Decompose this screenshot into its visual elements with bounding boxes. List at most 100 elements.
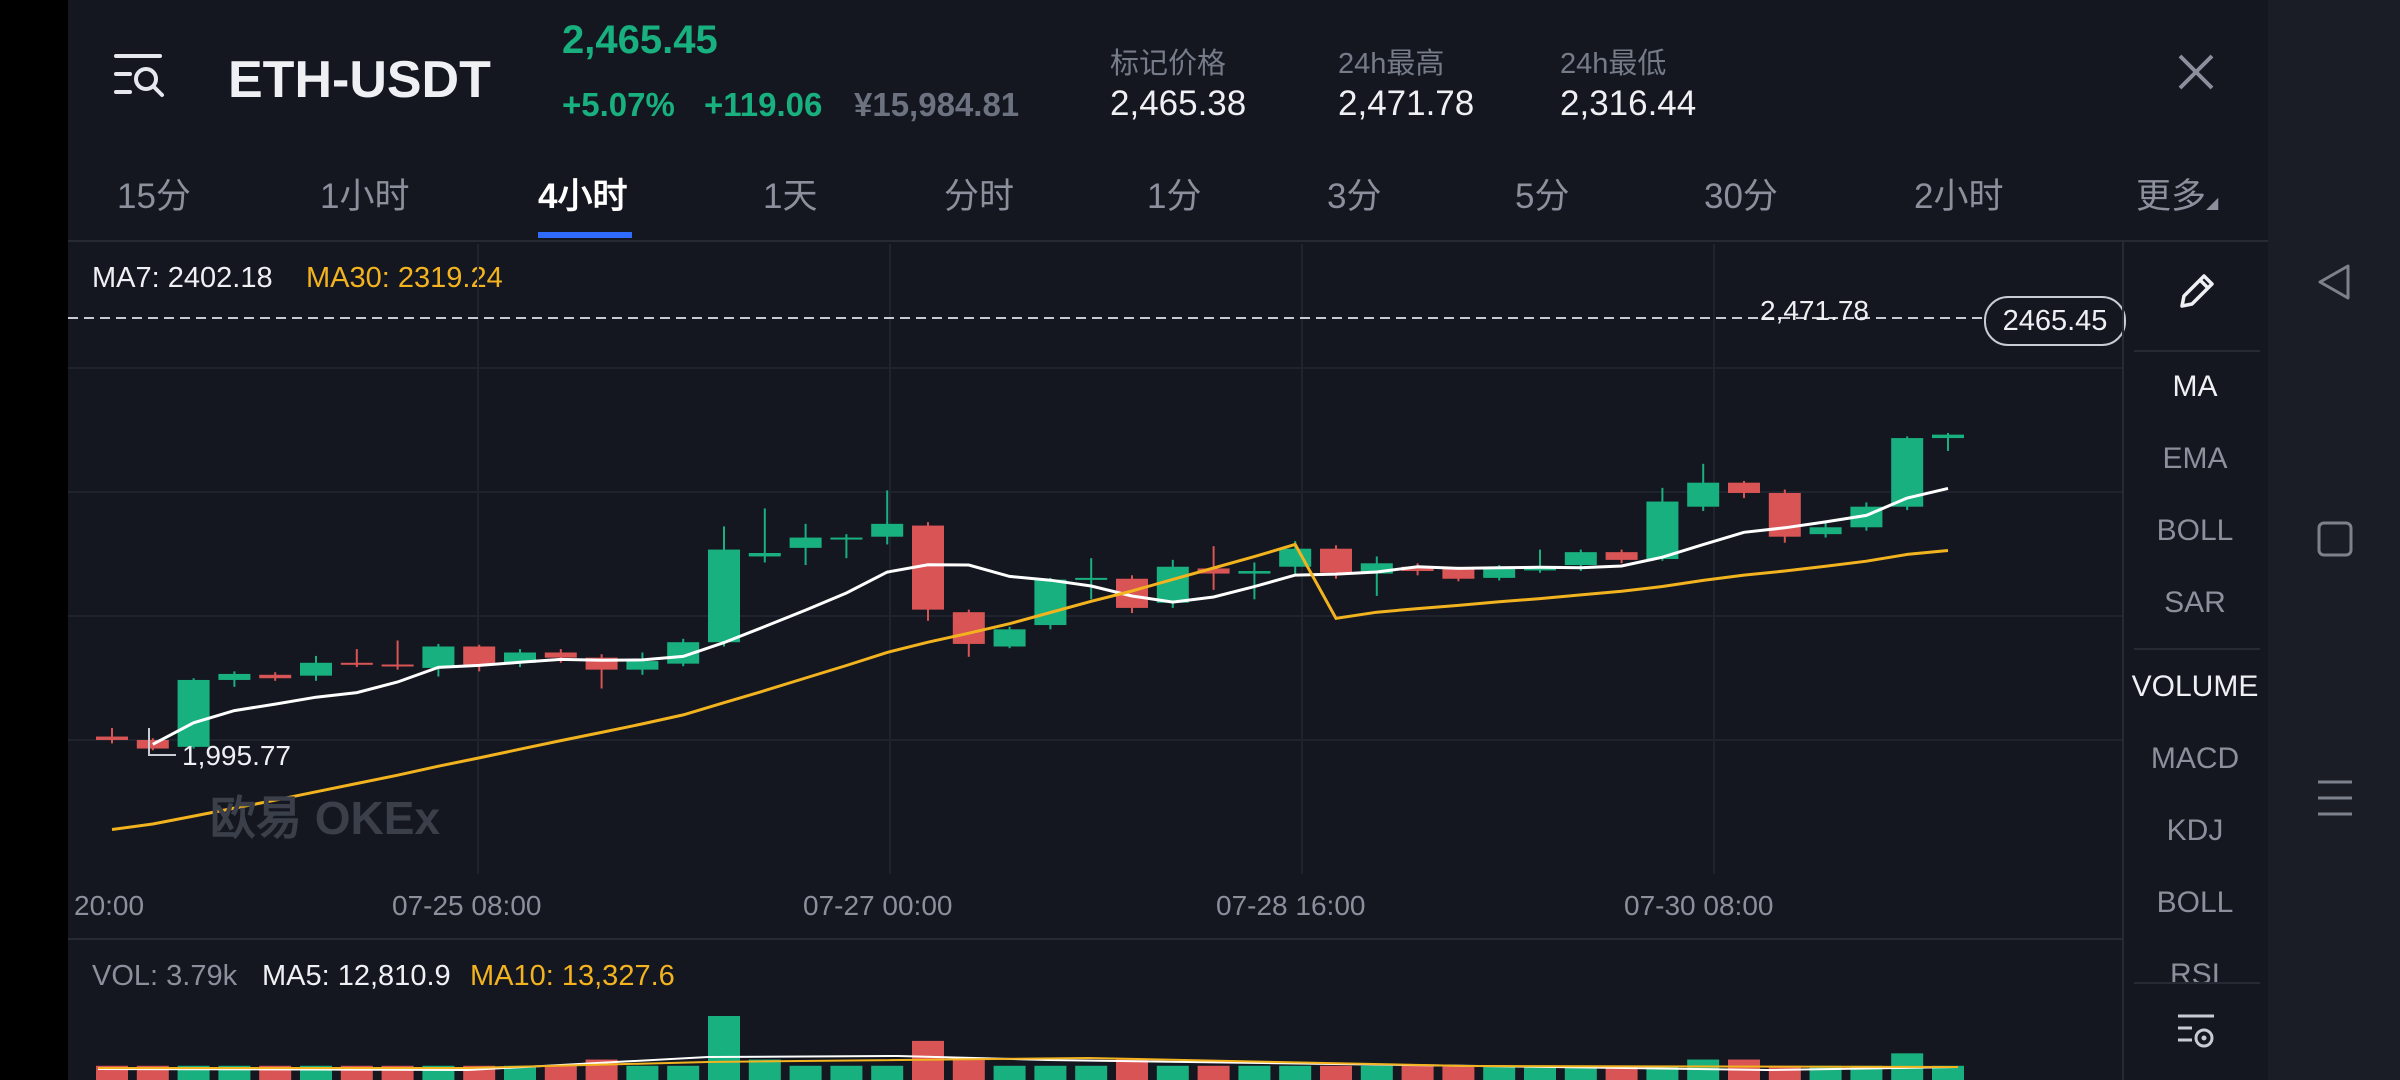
- indicator-settings-button[interactable]: [2176, 1012, 2216, 1052]
- sidebar-divider-1: [2134, 350, 2260, 352]
- candle-body: [1483, 568, 1516, 578]
- pencil-icon: [2180, 274, 2214, 308]
- volume-bar: [1360, 1065, 1393, 1080]
- volume-ma5-line: [97, 1054, 1959, 1072]
- candle-body: [381, 664, 414, 667]
- indicator-ma[interactable]: MA: [2172, 370, 2218, 403]
- sidebar-divider-2: [2134, 648, 2260, 650]
- close-icon: [2178, 54, 2214, 90]
- candle-body: [1075, 577, 1108, 580]
- home-square-icon: [2317, 521, 2353, 557]
- low-marker: 1,995.77: [182, 740, 291, 771]
- volume-bar: [1279, 1065, 1312, 1080]
- price-tag-value: 2465.45: [2002, 305, 2108, 337]
- tab-3m[interactable]: 3分: [1327, 177, 1382, 216]
- candle-body: [1932, 434, 1964, 439]
- tab-1d[interactable]: 1天: [763, 177, 818, 216]
- candle-body: [626, 661, 659, 670]
- close-button[interactable]: [2176, 52, 2216, 92]
- volume-bar: [993, 1065, 1026, 1080]
- candle-body: [708, 549, 740, 643]
- x-tick-4: 07-30 08:00: [1624, 890, 1774, 921]
- volume-label: VOL: 3.79k: [92, 960, 238, 992]
- tab-1h[interactable]: 1小时: [320, 177, 410, 216]
- left-screen-edge: [0, 0, 68, 1080]
- tab-more[interactable]: 更多◢: [2136, 168, 2218, 219]
- tab-30m[interactable]: 30分: [1704, 177, 1778, 216]
- price-tag: 2465.45: [1984, 296, 2126, 346]
- volume-bar: [1768, 1065, 1801, 1080]
- tab-5m[interactable]: 5分: [1515, 177, 1570, 216]
- indicator-volume[interactable]: VOLUME: [2131, 670, 2259, 703]
- candlestick-chart[interactable]: [68, 244, 2124, 944]
- candle-body: [340, 662, 373, 665]
- ma30-label: MA30: 2319.24: [306, 262, 503, 294]
- tab-2h[interactable]: 2小时: [1914, 177, 2004, 216]
- indicator-macd[interactable]: MACD: [2150, 742, 2240, 775]
- candle-body: [1809, 527, 1842, 535]
- high-marker: 2,471.78: [1760, 295, 1869, 326]
- candle-body: [1197, 568, 1230, 574]
- volume-bar: [1197, 1065, 1230, 1080]
- candle-body: [1605, 552, 1638, 560]
- back-triangle-icon: [2318, 264, 2350, 300]
- volume-bar: [1483, 1065, 1516, 1080]
- volume-bar: [1320, 1065, 1352, 1080]
- low-label: 24h最低: [1560, 48, 1667, 80]
- volume-bar: [1442, 1065, 1475, 1080]
- volume-bar: [544, 1065, 577, 1080]
- last-price: 2,465.45: [562, 18, 718, 62]
- candle-body: [1320, 548, 1352, 573]
- back-button[interactable]: [2314, 262, 2354, 302]
- indicator-rsi[interactable]: RSI: [2169, 958, 2220, 982]
- tab-timeshare[interactable]: 分时: [944, 177, 1015, 216]
- tab-15m[interactable]: 15分: [117, 177, 191, 216]
- volume-bar: [1156, 1065, 1189, 1080]
- volume-divider: [68, 938, 2124, 940]
- volume-bar: [871, 1065, 904, 1080]
- pair-title[interactable]: ETH-USDT: [228, 51, 491, 109]
- candle-body: [993, 629, 1026, 647]
- low-marker-bracket: [148, 728, 176, 756]
- menu-button[interactable]: [114, 52, 166, 100]
- change-value: +119.06: [704, 86, 823, 123]
- x-tick-2: 07-27 00:00: [803, 890, 953, 921]
- indicator-boll-sub[interactable]: BOLL: [2156, 886, 2234, 919]
- home-button[interactable]: [2316, 520, 2354, 558]
- volume-bar: [626, 1065, 659, 1080]
- candle-body: [1442, 568, 1475, 579]
- candle-body: [871, 523, 904, 537]
- volume-chart: [96, 1016, 1964, 1080]
- volume-bar: [1116, 1059, 1148, 1080]
- candle-body: [504, 652, 536, 663]
- candle-body: [177, 679, 210, 747]
- candle-body: [830, 537, 863, 540]
- tab-4h[interactable]: 4小时: [538, 177, 628, 216]
- recents-button[interactable]: [2316, 778, 2354, 818]
- volume-bar: [1238, 1065, 1271, 1080]
- volume-bar: [1564, 1065, 1597, 1080]
- candle-body: [748, 553, 781, 557]
- active-tab-indicator: [538, 232, 632, 238]
- candle-body: [1279, 548, 1312, 567]
- candle-body: [1524, 568, 1556, 571]
- tab-more-label: 更多: [2136, 177, 2207, 216]
- draw-tool-button[interactable]: [2174, 270, 2218, 314]
- indicator-boll[interactable]: BOLL: [2156, 514, 2234, 547]
- candle-body: [259, 674, 292, 679]
- candle-body: [952, 612, 985, 644]
- candle-body: [544, 652, 577, 658]
- candle-body: [1034, 579, 1067, 626]
- candle-body: [1238, 571, 1271, 574]
- chart-panel: ETH-USDT 2,465.45 +5.07% +119.06 ¥15,984…: [68, 0, 2268, 1080]
- volume-ma10-line: [98, 1056, 1959, 1069]
- volume-bar: [1809, 1065, 1842, 1080]
- low-value: 2,316.44: [1560, 84, 1697, 123]
- tab-1m[interactable]: 1分: [1147, 177, 1202, 216]
- indicator-ema[interactable]: EMA: [2162, 442, 2228, 475]
- candles: [96, 432, 1964, 751]
- volume-bar: [1034, 1065, 1067, 1080]
- indicator-sar[interactable]: SAR: [2164, 586, 2226, 619]
- candle-body: [1687, 482, 1720, 507]
- indicator-kdj[interactable]: KDJ: [2166, 814, 2224, 847]
